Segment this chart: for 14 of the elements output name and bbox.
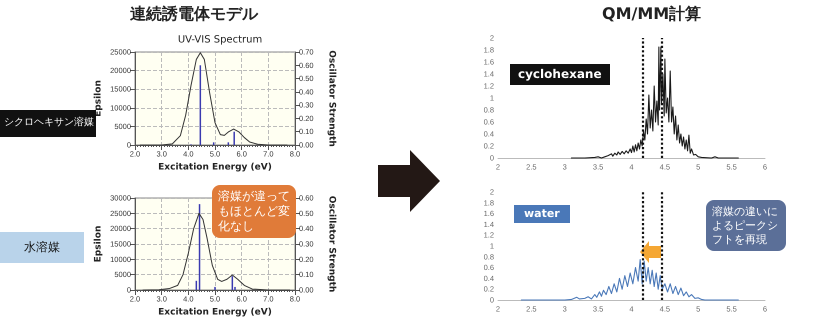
text: QM/MM計算 — [602, 4, 702, 24]
x-axis-title: Excitation Energy (eV) — [158, 308, 272, 318]
annotation: 溶媒の違いによるピークシフトを再現 — [706, 200, 786, 252]
annotation: 溶媒が違ってもほとんど変化なし — [212, 185, 296, 238]
y2-axis-title: Oscillator Strength — [326, 196, 336, 292]
annotation: water — [514, 205, 570, 223]
text: 連続誘電体モデル — [130, 4, 258, 24]
text: シクロヘキサン溶媒 — [4, 117, 94, 128]
y-axis-title: Epsilon — [94, 226, 104, 262]
annotation: cyclohexane — [510, 64, 610, 85]
y2-axis-title: Oscillator Strength — [326, 50, 336, 147]
text: 水溶媒 — [0, 232, 84, 263]
chart-title: UV-VIS Spectrum — [178, 34, 262, 46]
x-axis-title: Excitation Energy (eV) — [158, 162, 272, 172]
